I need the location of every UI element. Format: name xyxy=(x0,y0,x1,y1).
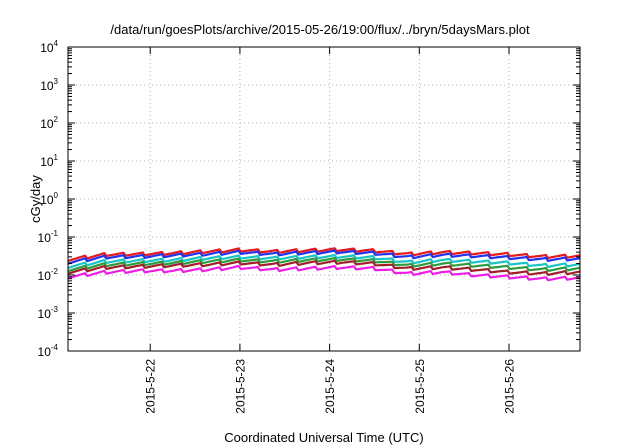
series-line-4 xyxy=(67,256,581,273)
x-axis-label: Coordinated Universal Time (UTC) xyxy=(224,430,424,445)
series-line-2 xyxy=(67,249,581,265)
series-line-3 xyxy=(67,254,581,270)
series-group xyxy=(67,247,581,282)
y-tick-label: 104 xyxy=(40,39,58,55)
x-tick-label: 2015-5-23 xyxy=(233,359,247,414)
grid xyxy=(68,47,580,351)
x-tick-label: 2015-5-24 xyxy=(323,359,337,414)
y-tick-label: 101 xyxy=(40,153,58,169)
y-axis-label: cGy/day xyxy=(28,175,43,223)
series-line-1 xyxy=(67,247,581,262)
x-tick-label: 2015-5-25 xyxy=(413,359,427,414)
y-tick-label: 10-4 xyxy=(38,343,59,359)
x-tick-labels: 2015-5-22 2015-5-23 2015-5-24 2015-5-25 2015… xyxy=(144,359,517,414)
y-tick-label: 10-3 xyxy=(38,305,59,321)
y-tick-label: 10-2 xyxy=(38,267,59,283)
series-line-6 xyxy=(67,264,581,282)
y-tick-label: 10-1 xyxy=(38,229,59,245)
x-tick-label: 2015-5-26 xyxy=(502,359,516,414)
y-tick-label: 102 xyxy=(40,115,58,131)
y-tick-label: 103 xyxy=(40,77,58,93)
axis-ticks xyxy=(68,46,580,352)
chart-title: /data/run/goesPlots/archive/2015-05-26/1… xyxy=(110,22,530,37)
series-line-5 xyxy=(67,259,581,276)
x-tick-label: 2015-5-22 xyxy=(144,359,158,414)
